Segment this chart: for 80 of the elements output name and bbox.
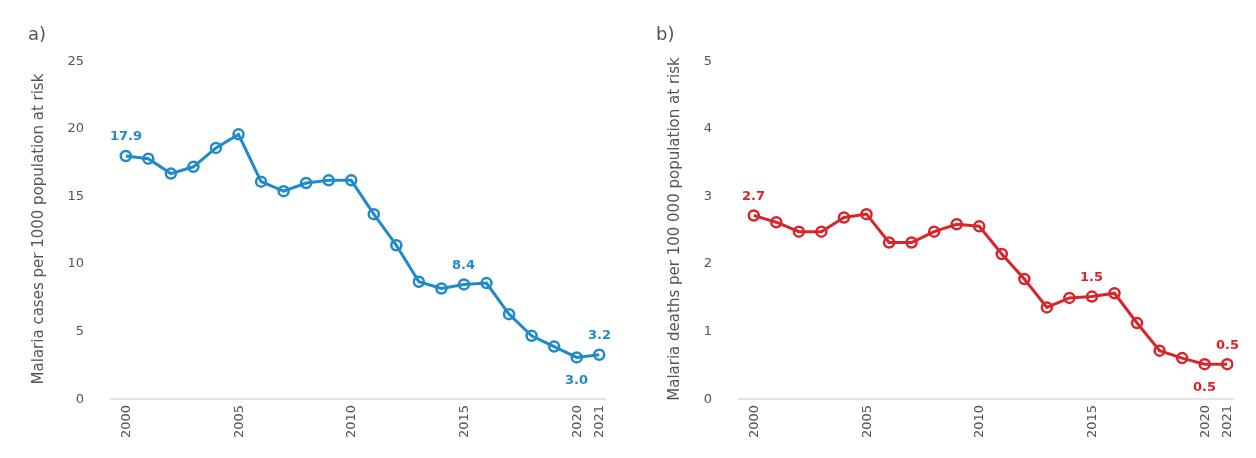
point [1040, 301, 1054, 314]
y-tick-label: 2 [703, 255, 712, 271]
point [1220, 357, 1234, 371]
annotation: 0.5 [1193, 379, 1217, 394]
point [592, 348, 606, 361]
point [412, 275, 426, 288]
y-axis-title: Malaria deaths per 100 000 population at risk [664, 56, 683, 401]
point [1130, 316, 1144, 330]
point [1198, 357, 1211, 371]
point [254, 175, 268, 188]
point [905, 236, 918, 249]
point [142, 152, 155, 165]
point [747, 209, 761, 222]
x-tick-label: 2000 [746, 404, 762, 439]
x-tick-label: 2010 [343, 404, 359, 439]
point [1085, 290, 1099, 303]
point [860, 207, 873, 221]
x-tick-label: 2021 [591, 404, 607, 439]
point [344, 174, 358, 187]
point [1175, 351, 1189, 365]
annotation: 3.2 [588, 327, 612, 342]
annotation: 17.9 [110, 128, 143, 143]
x-tick-label: 2020 [1196, 404, 1212, 439]
y-tick-label: 25 [67, 52, 84, 68]
x-tick-label: 2015 [456, 404, 472, 439]
y-tick-label: 3 [703, 187, 712, 203]
point [502, 307, 516, 321]
x-tick-label: 2005 [858, 404, 874, 439]
y-tick-label: 15 [67, 187, 84, 203]
chart-title: a) [28, 23, 47, 44]
point [457, 278, 471, 291]
x-tick-label: 2005 [230, 404, 246, 439]
y-tick-label: 5 [75, 322, 84, 338]
y-tick-label: 5 [703, 52, 712, 68]
point [882, 236, 896, 249]
annotation: 2.7 [742, 188, 766, 203]
point [525, 329, 538, 343]
point [367, 207, 381, 221]
point [1153, 344, 1166, 357]
y-tick-label: 0 [75, 390, 84, 406]
x-tick-label: 2015 [1084, 404, 1100, 439]
annotation: 3.0 [565, 372, 589, 387]
x-tick-label: 2010 [971, 404, 987, 439]
point [837, 211, 851, 224]
y-tick-label: 1 [703, 322, 712, 338]
point [1063, 291, 1076, 305]
point [187, 160, 200, 174]
x-tick-label: 2021 [1219, 404, 1235, 439]
point [995, 247, 1009, 261]
point [950, 218, 963, 231]
point [547, 340, 561, 353]
point [435, 282, 448, 295]
y-tick-label: 20 [67, 120, 84, 136]
chart-title: b) [656, 23, 675, 44]
annotation: 8.4 [452, 257, 476, 272]
y-axis-title: Malaria cases per 1000 population at risk [28, 73, 47, 385]
point [277, 184, 290, 198]
point [119, 149, 133, 163]
point [209, 141, 223, 155]
point [927, 225, 941, 238]
x-tick-label: 2000 [118, 404, 134, 439]
y-tick-label: 0 [703, 390, 712, 406]
point [480, 276, 493, 290]
point [164, 167, 178, 180]
point [972, 220, 986, 233]
annotation: 1.5 [1080, 269, 1104, 284]
point [299, 176, 313, 190]
y-tick-label: 10 [67, 255, 84, 271]
point [232, 128, 245, 141]
point [792, 225, 806, 238]
y-tick-label: 4 [703, 120, 712, 136]
point [390, 238, 403, 252]
point [322, 174, 335, 187]
point [815, 225, 828, 238]
point [770, 215, 783, 229]
annotation: 0.5 [1216, 337, 1240, 352]
x-tick-label: 2020 [568, 404, 584, 439]
point [1108, 286, 1121, 300]
point [1018, 272, 1031, 286]
point [570, 351, 583, 364]
